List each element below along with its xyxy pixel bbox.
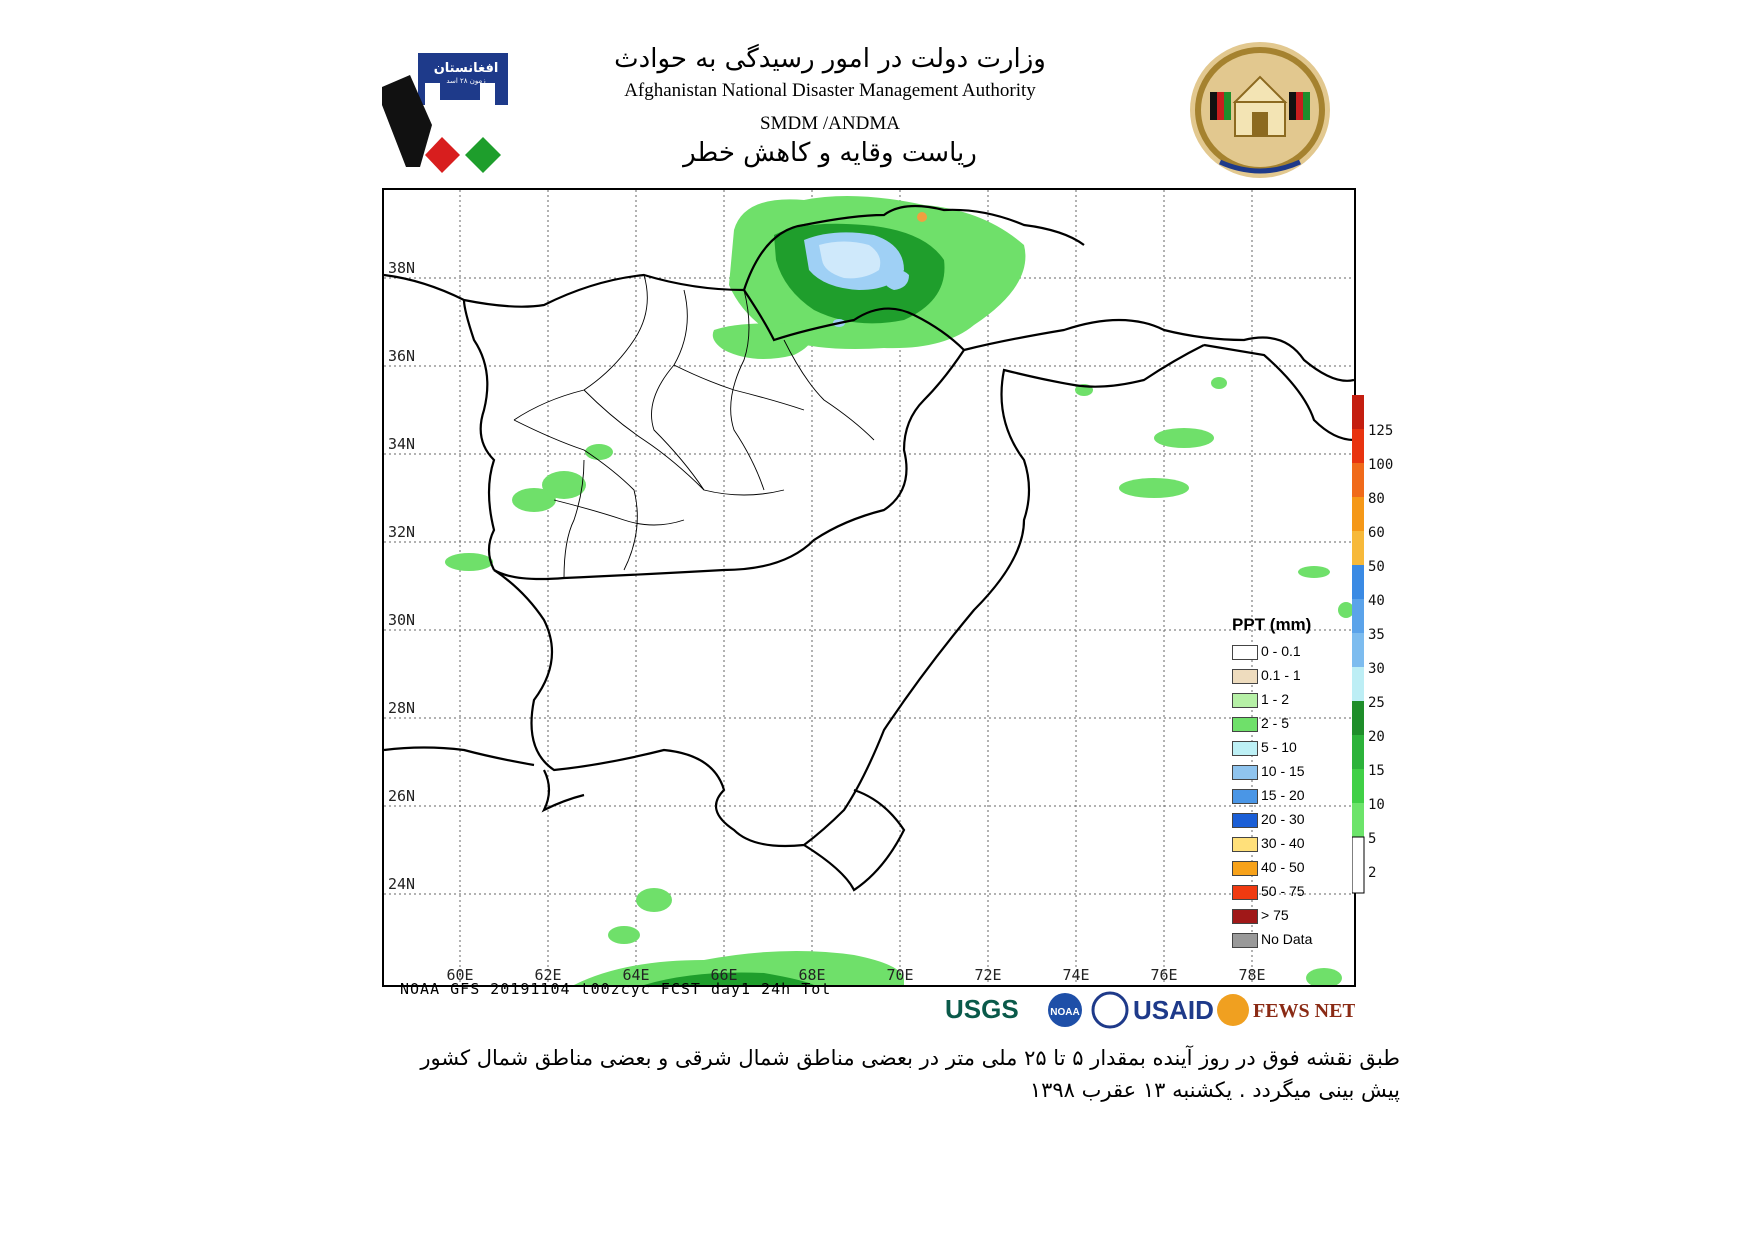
colorbar-tick: 5 [1368, 831, 1376, 847]
legend-item: 50 - 75 [1232, 881, 1305, 901]
colorbar-tick: 50 [1368, 559, 1385, 575]
lon-label: 70E [886, 966, 913, 984]
legend-item: 15 - 20 [1232, 785, 1305, 805]
colorbar-tick: 60 [1368, 525, 1385, 541]
usaid-logo: USAID [1133, 995, 1214, 1025]
lon-label: 62E [534, 966, 561, 984]
forecast-caption-line1: طبق نقشه فوق در روز آینده بمقدار ۵ تا ۲۵… [420, 1046, 1400, 1070]
logo-wordmark: افغانستان [434, 61, 499, 76]
colorbar-tick: 15 [1368, 763, 1385, 779]
header-title-fa: وزارت دولت در امور رسیدگی به حوادث [614, 44, 1046, 74]
logo-subtext: زمون ۲۸ اسد [446, 77, 485, 85]
legend-item: 5 - 10 [1232, 737, 1297, 757]
legend-swatch [1232, 668, 1258, 684]
precip-colorbar: 125 100 80 60 50 40 35 30 25 20 15 10 5 … [1352, 395, 1393, 894]
lon-label: 78E [1238, 966, 1265, 984]
legend-swatch [1232, 884, 1258, 900]
lon-label: 64E [622, 966, 649, 984]
legend-swatch [1232, 764, 1258, 780]
precipitation-forecast-map: 38N 36N 34N 32N 30N 28N 26N 24N 60E 62E … [382, 188, 1356, 987]
legend-item: 2 - 5 [1232, 713, 1289, 733]
national-emblem-logo [1190, 42, 1330, 178]
longitude-labels: 60E 62E 64E 66E 68E 70E 72E 74E 76E 78E [446, 966, 1265, 984]
colorbar-tick: 40 [1368, 593, 1385, 609]
legend-swatch [1232, 788, 1258, 804]
colorbar-tick: 20 [1368, 729, 1385, 745]
usgs-logo: USGS [945, 994, 1019, 1024]
legend-item: 20 - 30 [1232, 809, 1305, 829]
legend-swatch [1232, 932, 1258, 948]
model-run-note: NOAA GFS 20191104 t00zcyc FCST day1 24h … [400, 980, 832, 998]
legend-item: 0 - 0.1 [1232, 641, 1301, 661]
lat-label: 24N [388, 875, 415, 893]
forecast-caption-line2: پیش بینی میگردد . یکشنبه ۱۳ عقرب ۱۳۹۸ [1029, 1078, 1400, 1102]
legend-item: 10 - 15 [1232, 761, 1305, 781]
colorbar-tick: 2 [1368, 865, 1376, 881]
partner-logos: USGS NOAA USAID FEWS NET [945, 991, 1355, 1029]
legend-item: No Data [1232, 929, 1312, 949]
colorbar-tick: 30 [1368, 661, 1385, 677]
andma-logo: افغانستان زمون ۲۸ اسد [382, 53, 508, 173]
header-title-en: Afghanistan National Disaster Management… [624, 80, 1036, 101]
province-borders [513, 274, 875, 579]
legend-item: 0.1 - 1 [1232, 665, 1301, 685]
colorbar-tick: 25 [1368, 695, 1385, 711]
legend-swatch [1232, 860, 1258, 876]
lat-label: 36N [388, 347, 415, 365]
lon-label: 66E [710, 966, 737, 984]
lon-label: 72E [974, 966, 1001, 984]
legend-item: 40 - 50 [1232, 857, 1305, 877]
legend-swatch [1232, 836, 1258, 852]
legend-swatch [1232, 812, 1258, 828]
lon-label: 76E [1150, 966, 1177, 984]
colorbar-tick: 80 [1368, 491, 1385, 507]
colorbar-ticks: 125 100 80 60 50 40 35 30 25 20 15 10 5 … [1368, 423, 1393, 881]
legend-item: 1 - 2 [1232, 689, 1289, 709]
lat-label: 32N [388, 523, 415, 541]
ppt-legend: PPT (mm) 0 - 0.1 0.1 - 1 1 - 2 2 - 5 5 -… [1232, 615, 1342, 948]
header-subtitle-fa: ریاست وقایه و کاهش خطر [683, 138, 977, 168]
lon-label: 68E [798, 966, 825, 984]
header-code: SMDM /ANDMA [760, 113, 900, 134]
colorbar-tick: 35 [1368, 627, 1385, 643]
lon-label: 74E [1062, 966, 1089, 984]
latitude-labels: 38N 36N 34N 32N 30N 28N 26N 24N [388, 259, 415, 893]
legend-title: PPT (mm) [1232, 615, 1312, 634]
svg-text:NOAA: NOAA [1050, 1007, 1079, 1018]
lon-label: 60E [446, 966, 473, 984]
colorbar-tick: 125 [1368, 423, 1393, 439]
country-borders [384, 204, 1354, 892]
legend-item: 30 - 40 [1232, 833, 1305, 853]
precip-areas [445, 196, 1354, 985]
lat-label: 30N [388, 611, 415, 629]
lat-label: 38N [388, 259, 415, 277]
map-canvas: 38N 36N 34N 32N 30N 28N 26N 24N 60E 62E … [384, 190, 1354, 985]
fewsnet-globe [1217, 994, 1249, 1026]
lat-label: 28N [388, 699, 415, 717]
colorbar-segments [1352, 395, 1365, 894]
lat-label: 26N [388, 787, 415, 805]
fewsnet-logo: FEWS NET [1253, 1000, 1355, 1022]
legend-swatch [1232, 740, 1258, 756]
colorbar-tick: 10 [1368, 797, 1385, 813]
legend-swatch [1232, 908, 1258, 924]
legend-swatch [1232, 716, 1258, 732]
legend-swatch [1232, 644, 1258, 660]
colorbar-tick: 100 [1368, 457, 1393, 473]
legend-item: > 75 [1232, 905, 1289, 925]
legend-swatch [1232, 692, 1258, 708]
lat-label: 34N [388, 435, 415, 453]
noaa-logo [1048, 993, 1082, 1027]
